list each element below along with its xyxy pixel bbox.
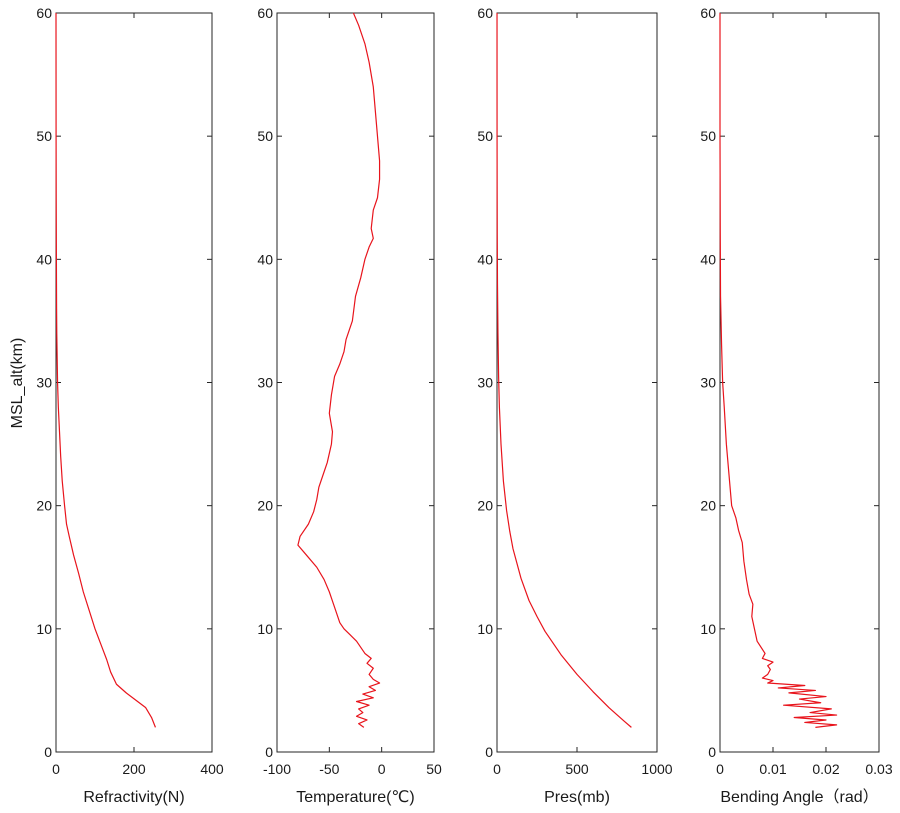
panel-4: 0 10 20 30 40 50 60 0 0.01 0.02 0.03 Bending Angle（… <box>700 5 892 806</box>
x-tick-label: 0 <box>378 761 386 777</box>
series-line-3 <box>496 12 632 728</box>
panel-3-frame <box>496 12 658 753</box>
x-tick-label: 200 <box>122 761 146 777</box>
panel-4-frame <box>719 12 880 753</box>
x-tick-label: 0 <box>52 761 60 777</box>
y-tick-label: 50 <box>700 128 716 144</box>
x-tick-label: 400 <box>200 761 224 777</box>
x-tick-label: 0.01 <box>759 761 786 777</box>
y-tick-label: 10 <box>36 621 52 637</box>
series-line-4 <box>719 13 838 728</box>
x-tick-label: 0 <box>716 761 724 777</box>
series-line-1 <box>55 12 157 728</box>
x-axis-label: Refractivity(N) <box>83 789 184 806</box>
x-axis-label: Pres(mb) <box>544 789 610 806</box>
y-tick-label: 60 <box>257 5 273 21</box>
y-tick-label: 30 <box>700 375 716 391</box>
panel-2-frame <box>276 12 435 753</box>
y-tick-label: 10 <box>477 621 493 637</box>
series-line-2 <box>297 12 381 728</box>
y-tick-label: 20 <box>477 498 493 514</box>
y-tick-label: 50 <box>257 128 273 144</box>
y-tick-label: 20 <box>257 498 273 514</box>
y-tick-label: 50 <box>477 128 493 144</box>
panel-1-frame <box>55 12 213 753</box>
y-tick-label: 50 <box>36 128 52 144</box>
x-tick-label: 0 <box>493 761 501 777</box>
y-tick-label: 40 <box>36 251 52 267</box>
y-tick-label: 20 <box>36 498 52 514</box>
panel-3: 0 10 20 30 40 50 60 0 500 1000 Pres(mb) <box>477 5 672 806</box>
x-tick-label: -50 <box>319 761 339 777</box>
x-tick-label: 50 <box>426 761 442 777</box>
y-tick-label: 30 <box>36 375 52 391</box>
x-axis-label: Bending Angle（rad） <box>720 788 878 806</box>
y-tick-label: 30 <box>257 375 273 391</box>
x-tick-label: 0.02 <box>812 761 839 777</box>
x-tick-label: 0.03 <box>865 761 892 777</box>
y-axis-label: MSL_alt(km) <box>9 338 26 429</box>
x-tick-label: 500 <box>565 761 589 777</box>
y-tick-label: 40 <box>257 251 273 267</box>
y-tick-label: 40 <box>477 251 493 267</box>
y-tick-label: 0 <box>265 744 273 760</box>
y-tick-label: 20 <box>700 498 716 514</box>
y-tick-label: 60 <box>477 5 493 21</box>
y-tick-label: 60 <box>36 5 52 21</box>
panel-1: 0 10 20 30 40 50 60 0 200 400 Refractivity(N) <box>36 5 223 806</box>
y-tick-label: 30 <box>477 375 493 391</box>
y-tick-label: 40 <box>700 251 716 267</box>
y-tick-label: 10 <box>700 621 716 637</box>
y-tick-label: 0 <box>44 744 52 760</box>
y-tick-label: 10 <box>257 621 273 637</box>
y-tick-label: 0 <box>485 744 493 760</box>
x-tick-label: -100 <box>263 761 291 777</box>
x-axis-label: Temperature(℃) <box>296 789 414 806</box>
y-tick-label: 0 <box>708 744 716 760</box>
x-tick-label: 1000 <box>641 761 672 777</box>
panel-2: 0 10 20 30 40 50 60 -100 -50 0 50 Temperature(℃) <box>257 5 442 806</box>
y-tick-label: 60 <box>700 5 716 21</box>
